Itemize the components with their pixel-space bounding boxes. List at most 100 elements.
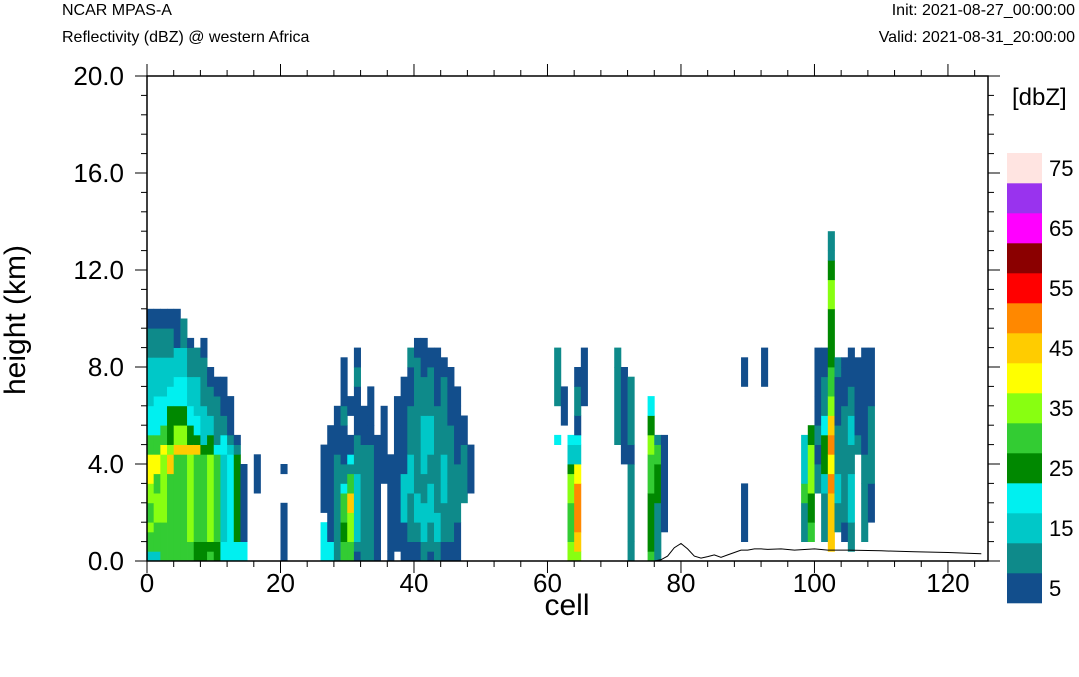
colorbar-label: 25 bbox=[1049, 456, 1073, 481]
reflectivity-cell bbox=[207, 551, 215, 562]
reflectivity-cell bbox=[827, 434, 835, 455]
plot-frame bbox=[146, 75, 989, 562]
colorbar-swatch bbox=[1007, 273, 1042, 304]
colorbar bbox=[1007, 153, 1042, 604]
reflectivity-cell bbox=[567, 434, 575, 445]
reflectivity-cell bbox=[413, 464, 422, 494]
y-tick-label: 8.0 bbox=[88, 352, 124, 382]
reflectivity-cell bbox=[834, 376, 842, 426]
reflectivity-cell bbox=[574, 415, 582, 436]
reflectivity-cell bbox=[320, 522, 328, 562]
reflectivity-cell bbox=[847, 386, 855, 416]
reflectivity-cell bbox=[360, 444, 368, 542]
reflectivity-cell bbox=[447, 541, 455, 562]
reflectivity-cell bbox=[614, 367, 622, 445]
reflectivity-cell bbox=[560, 386, 568, 426]
reflectivity-cell bbox=[413, 337, 422, 358]
colorbar-labels: 5 15 25 35 45 55 65 75 bbox=[1049, 156, 1073, 601]
colorbar-label: 35 bbox=[1049, 396, 1073, 421]
reflectivity-cell bbox=[647, 493, 655, 552]
reflectivity-cell bbox=[827, 260, 835, 281]
reflectivity-cell bbox=[180, 347, 188, 378]
reflectivity-cell bbox=[440, 425, 448, 455]
reflectivity-cell bbox=[167, 308, 175, 329]
reflectivity-cell bbox=[407, 347, 415, 368]
reflectivity-cell bbox=[427, 454, 435, 484]
reflectivity-cell bbox=[180, 405, 188, 426]
reflectivity-cell bbox=[854, 357, 862, 436]
reflectivity-cell bbox=[400, 473, 408, 523]
reflectivity-cell bbox=[240, 464, 248, 542]
reflectivity-cell bbox=[454, 464, 462, 523]
reflectivity-cell bbox=[821, 376, 829, 416]
reflectivity-cell bbox=[200, 541, 208, 562]
y-axis-title: height (km) bbox=[0, 245, 32, 395]
reflectivity-cell bbox=[814, 464, 822, 494]
reflectivity-cell bbox=[407, 493, 415, 542]
colorbar-label: 5 bbox=[1049, 576, 1061, 601]
reflectivity-cell bbox=[173, 425, 181, 445]
reflectivity-cell bbox=[147, 551, 155, 562]
x-tick-label: 80 bbox=[667, 568, 696, 598]
reflectivity-cell bbox=[567, 502, 575, 542]
reflectivity-cell bbox=[180, 444, 188, 455]
reflectivity-cell bbox=[360, 541, 368, 562]
x-tick-label: 20 bbox=[266, 568, 295, 598]
reflectivity-cell bbox=[153, 308, 161, 329]
reflectivity-cell bbox=[420, 473, 428, 504]
reflectivity-cell bbox=[193, 415, 201, 436]
colorbar-swatch bbox=[1007, 423, 1042, 454]
reflectivity-cell bbox=[153, 328, 161, 358]
colorbar-swatch bbox=[1007, 453, 1042, 484]
reflectivity-cell bbox=[187, 541, 195, 562]
reflectivity-cell bbox=[320, 444, 328, 513]
reflectivity-cell bbox=[454, 522, 462, 562]
colorbar-swatch bbox=[1007, 573, 1042, 604]
reflectivity-cell bbox=[454, 386, 462, 407]
reflectivity-cell bbox=[814, 347, 822, 397]
reflectivity-cell bbox=[147, 328, 155, 358]
reflectivity-cell bbox=[821, 493, 829, 542]
reflectivity-cell bbox=[460, 444, 468, 504]
reflectivity-cell bbox=[367, 386, 375, 426]
reflectivity-cell bbox=[227, 434, 235, 445]
reflectivity-cell bbox=[200, 337, 208, 358]
reflectivity-cell bbox=[827, 473, 835, 494]
reflectivity-cell bbox=[834, 357, 842, 378]
reflectivity-cell bbox=[407, 454, 415, 494]
reflectivity-cell bbox=[147, 454, 155, 484]
reflectivity-cell bbox=[801, 502, 809, 542]
reflectivity-cell bbox=[447, 483, 455, 542]
reflectivity-cell bbox=[167, 454, 175, 475]
reflectivity-cell bbox=[147, 502, 155, 523]
reflectivity-cell bbox=[827, 308, 835, 368]
reflectivity-cell bbox=[440, 376, 448, 426]
colorbar-swatch bbox=[1007, 333, 1042, 364]
reflectivity-cell bbox=[207, 454, 215, 542]
reflectivity-cell bbox=[847, 357, 855, 387]
reflectivity-cell bbox=[173, 454, 181, 562]
colorbar-label: 45 bbox=[1049, 336, 1073, 361]
reflectivity-cell bbox=[353, 367, 361, 387]
colorbar-swatch bbox=[1007, 153, 1042, 184]
reflectivity-cell bbox=[153, 493, 161, 523]
reflectivity-cell bbox=[654, 502, 662, 562]
reflectivity-cell bbox=[867, 405, 875, 484]
reflectivity-cell bbox=[167, 473, 175, 562]
reflectivity-cell bbox=[847, 522, 855, 552]
reflectivity-cell bbox=[427, 347, 435, 368]
reflectivity-cell bbox=[814, 425, 822, 445]
reflectivity-cell bbox=[827, 415, 835, 436]
reflectivity-cell bbox=[220, 376, 228, 416]
reflectivity-cell bbox=[447, 367, 455, 387]
reflectivity-cell bbox=[554, 434, 562, 445]
reflectivity-cell bbox=[353, 541, 361, 552]
reflectivity-cell bbox=[333, 405, 341, 455]
reflectivity-cell bbox=[353, 386, 361, 436]
colorbar-swatch bbox=[1007, 183, 1042, 214]
reflectivity-cell bbox=[627, 464, 635, 542]
reflectivity-cell bbox=[340, 425, 348, 465]
reflectivity-cell bbox=[647, 454, 655, 494]
colorbar-label: 75 bbox=[1049, 156, 1073, 181]
axis-ticks bbox=[135, 64, 1000, 573]
